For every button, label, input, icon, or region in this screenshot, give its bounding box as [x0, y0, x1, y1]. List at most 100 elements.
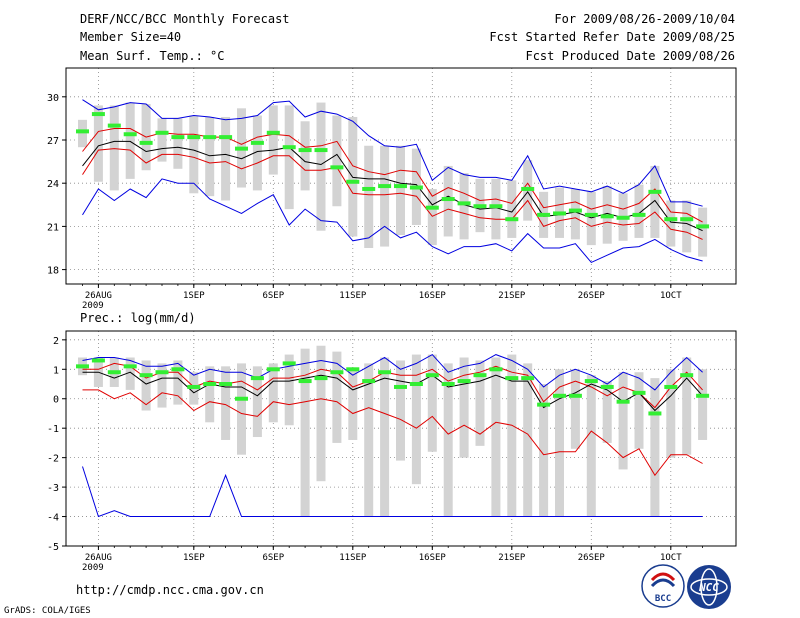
- observed-marker: [250, 376, 264, 381]
- y-tick-label: 21: [47, 222, 59, 233]
- spread-bar: [268, 105, 278, 175]
- spread-bar: [602, 381, 612, 443]
- observed-marker: [378, 184, 392, 189]
- observed-marker: [441, 382, 455, 387]
- observed-marker: [648, 411, 662, 416]
- spread-bar: [221, 366, 231, 440]
- x-tick-label: 1OCT: [660, 553, 682, 563]
- spread-bar: [411, 354, 421, 485]
- observed-marker: [664, 384, 678, 389]
- spread-bar: [173, 360, 183, 405]
- observed-marker: [282, 361, 296, 366]
- observed-marker: [266, 367, 280, 372]
- spread-bar: [698, 207, 708, 257]
- observed-marker: [250, 140, 264, 145]
- spread-bar: [316, 345, 326, 482]
- series-min-line: [82, 466, 703, 518]
- temperature-panel: 18 21 24 27 30 26AUG 1SEP 6SEP 11SEP 16SEP 21SEP 26…: [47, 67, 737, 311]
- observed-marker: [553, 393, 566, 398]
- spread-bar: [125, 102, 135, 179]
- ncc-logo-text: NCC: [698, 581, 719, 594]
- observed-marker: [394, 184, 407, 189]
- spread-bar: [157, 363, 167, 408]
- x-tick-label: 26AUG: [85, 553, 112, 563]
- spread-bar: [205, 366, 215, 423]
- observed-marker: [537, 212, 551, 217]
- x-tick-label: 16SEP: [419, 553, 447, 563]
- observed-marker: [505, 217, 519, 222]
- spread-bar: [634, 372, 644, 449]
- observed-marker: [441, 197, 455, 202]
- spread-bar: [380, 357, 390, 517]
- observed-marker: [553, 211, 566, 216]
- y-tick-label: -3: [47, 483, 59, 494]
- observed-marker: [362, 379, 376, 384]
- spread-bar: [555, 369, 564, 517]
- y-tick-label: -2: [47, 454, 59, 465]
- observed-marker: [123, 364, 137, 369]
- observed-marker: [123, 132, 137, 137]
- bcc-logo-text: BCC: [655, 594, 671, 604]
- spread-bar: [427, 354, 437, 452]
- period-label: For 2009/08/26-2009/10/04: [554, 12, 735, 26]
- observed-marker: [632, 212, 646, 217]
- observed-marker: [346, 179, 360, 184]
- spread-bar: [523, 363, 533, 517]
- observed-marker: [107, 123, 121, 128]
- observed-marker: [171, 135, 185, 140]
- spread-bar: [364, 363, 374, 517]
- observed-marker: [537, 402, 551, 407]
- observed-marker: [139, 373, 153, 378]
- spread-bar: [78, 119, 87, 148]
- spread-bar: [316, 102, 326, 231]
- x-tick-label: 21SEP: [498, 291, 526, 301]
- produced-date-label: Fcst Produced Date 2009/08/26: [525, 49, 735, 63]
- member-size-label: Member Size=40: [80, 30, 181, 44]
- observed-marker: [568, 208, 582, 213]
- observed-marker: [457, 201, 471, 206]
- observed-marker: [600, 384, 614, 389]
- spread-bar: [459, 173, 469, 240]
- observed-marker: [203, 382, 217, 387]
- observed-marker: [521, 376, 535, 381]
- y-tick-label: 30: [47, 93, 59, 104]
- observed-marker: [648, 189, 662, 194]
- observed-marker: [107, 370, 121, 375]
- observed-marker: [76, 129, 89, 134]
- source-url[interactable]: http://cmdp.ncc.cma.gov.cn: [76, 583, 264, 597]
- observed-marker: [680, 217, 694, 222]
- grads-credit: GrADS: COLA/IGES: [4, 606, 91, 616]
- spread-bar: [300, 121, 310, 191]
- spread-bar: [125, 357, 135, 390]
- x-tick-label: 21SEP: [498, 553, 526, 563]
- spread-bar: [443, 165, 453, 237]
- observed-marker: [425, 373, 439, 378]
- precip-title: Prec.: log(mm/d): [80, 311, 196, 325]
- observed-marker: [521, 186, 535, 191]
- observed-marker: [187, 135, 201, 140]
- observed-marker: [282, 145, 296, 150]
- observed-marker: [362, 186, 376, 191]
- spread-bar: [93, 105, 103, 182]
- x-tick-label: 11SEP: [339, 291, 367, 301]
- spread-bar: [284, 354, 294, 426]
- observed-marker: [473, 204, 487, 209]
- observed-marker: [584, 379, 598, 384]
- spread-bar: [539, 384, 549, 517]
- spread-bar: [189, 115, 199, 194]
- y-tick-label: -1: [47, 424, 59, 435]
- spread-bar: [268, 363, 278, 423]
- spread-bar: [586, 191, 596, 246]
- observed-marker: [409, 185, 423, 190]
- spread-bar: [507, 180, 517, 238]
- observed-marker: [91, 358, 105, 363]
- observed-marker: [330, 165, 344, 170]
- x-tick-label: 1SEP: [183, 553, 205, 563]
- observed-marker: [425, 205, 439, 210]
- bcc-logo: BCC: [641, 564, 685, 608]
- x-tick-label: 1SEP: [183, 291, 205, 301]
- observed-marker: [171, 367, 185, 372]
- series-max-line: [82, 353, 703, 391]
- observed-marker: [235, 146, 248, 151]
- spread-bar: [650, 378, 660, 517]
